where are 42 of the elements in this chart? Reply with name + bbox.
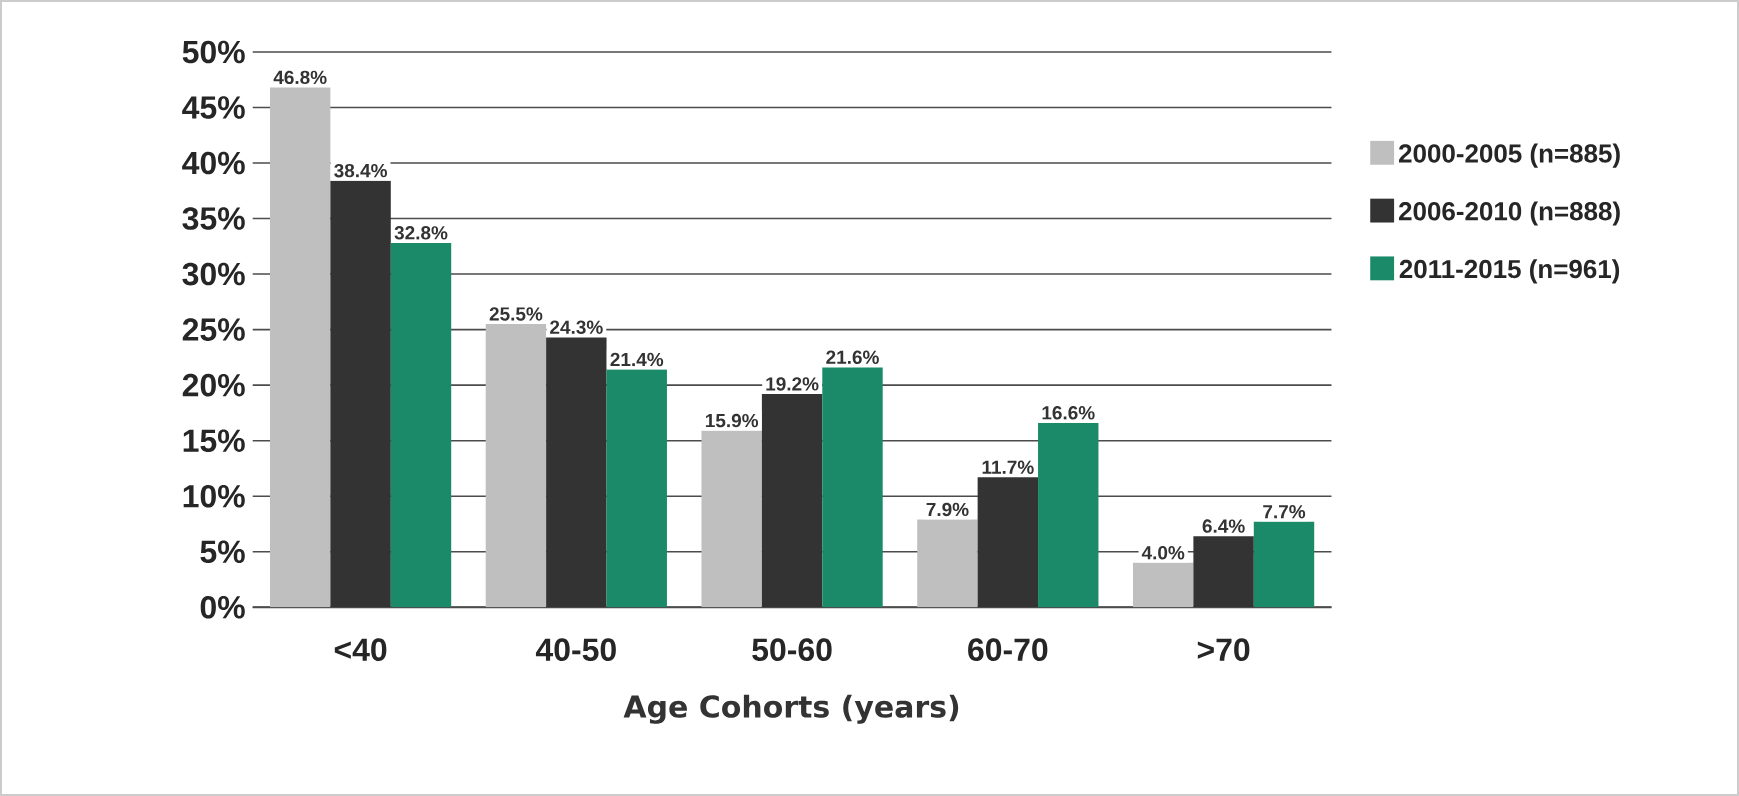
x-tick-label: <40	[334, 638, 387, 661]
legend-label: 2000-2005 (n=885)	[1399, 143, 1620, 168]
bar	[546, 337, 607, 608]
y-tick-label: 50%	[182, 40, 245, 64]
x-axis-title: Age Cohorts (years)	[623, 694, 959, 724]
data-label: 4.0%	[1141, 546, 1185, 560]
data-label: 7.9%	[926, 502, 969, 517]
x-tick-label: 60-70	[968, 638, 1048, 661]
y-tick-label: 15%	[183, 429, 245, 452]
data-label: 21.4%	[610, 352, 664, 367]
y-tick-label: 30%	[182, 262, 245, 286]
bar	[390, 242, 452, 608]
y-tick-label: 20%	[182, 373, 245, 397]
data-label: 11.7%	[982, 460, 1034, 474]
x-tick-label: 40-50	[535, 638, 616, 661]
y-tick-label: 0%	[200, 595, 245, 619]
data-label: 7.7%	[1263, 504, 1306, 519]
bar	[485, 324, 547, 608]
y-tick-label: 45%	[182, 96, 245, 119]
data-label: 6.4%	[1202, 519, 1245, 533]
y-tick-label: 25%	[182, 318, 245, 341]
data-label: 16.6%	[1042, 406, 1095, 420]
data-label: 46.8%	[273, 70, 327, 85]
data-label: 19.2%	[766, 377, 819, 391]
x-tick-label: 50-60	[752, 638, 832, 661]
y-tick-label: 5%	[200, 540, 245, 563]
bar	[1253, 521, 1315, 608]
x-tick-label: >70	[1197, 638, 1250, 661]
data-label: 24.3%	[550, 320, 603, 334]
legend-label: 2006-2010 (n=888)	[1399, 201, 1620, 226]
y-tick-label: 35%	[182, 207, 245, 230]
data-label: 15.9%	[705, 413, 759, 428]
legend-label: 2011-2015 (n=961)	[1399, 259, 1620, 284]
bar	[761, 394, 823, 608]
data-label: 21.6%	[826, 350, 879, 364]
y-tick-label: 10%	[183, 484, 245, 508]
data-label: 25.5%	[489, 307, 543, 321]
data-label: 38.4%	[334, 163, 387, 178]
data-label: 32.8%	[394, 226, 448, 240]
y-tick-label: 40%	[182, 151, 245, 175]
bar	[917, 519, 978, 608]
bar	[701, 430, 762, 608]
